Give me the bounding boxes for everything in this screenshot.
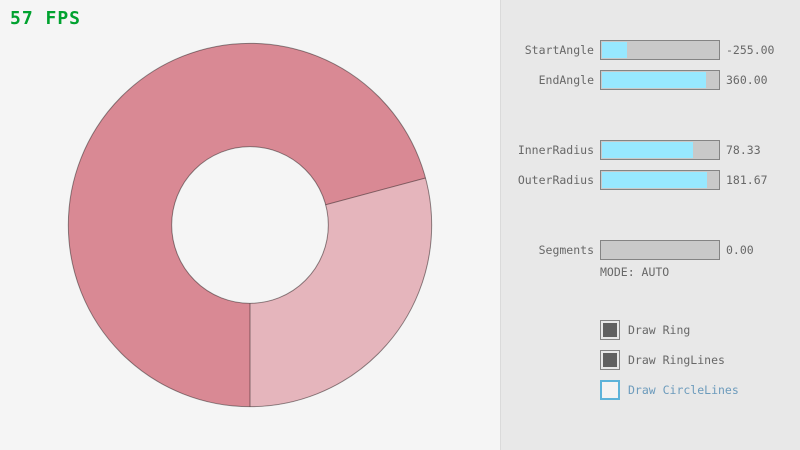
slider-row-outer-radius: OuterRadius 181.67: [501, 170, 800, 190]
checkbox-row-draw-circlelines: Draw CircleLines: [501, 380, 800, 400]
outer-radius-slider[interactable]: [600, 170, 720, 190]
segments-value: 0.00: [726, 243, 754, 257]
draw-ringlines-checkbox[interactable]: [600, 350, 620, 370]
inner-radius-slider-fill: [602, 142, 693, 158]
slider-row-inner-radius: InnerRadius 78.33: [501, 140, 800, 160]
start-angle-slider[interactable]: [600, 40, 720, 60]
slider-row-end-angle: EndAngle 360.00: [501, 70, 800, 90]
end-angle-slider-fill: [602, 72, 707, 88]
start-angle-label: StartAngle: [524, 43, 594, 57]
draw-ring-label: Draw Ring: [628, 323, 691, 337]
end-angle-value: 360.00: [726, 73, 768, 87]
outer-radius-slider-fill: [602, 172, 708, 188]
draw-circlelines-checkbox[interactable]: [600, 380, 620, 400]
slider-row-segments: Segments 0.00: [501, 240, 800, 260]
end-angle-label: EndAngle: [538, 73, 594, 87]
inner-radius-label: InnerRadius: [517, 143, 594, 157]
fps-counter: 57 FPS: [10, 8, 82, 29]
start-angle-value: -255.00: [726, 43, 775, 57]
outer-radius-label: OuterRadius: [517, 173, 594, 187]
end-angle-slider[interactable]: [600, 70, 720, 90]
checkbox-row-draw-ring: Draw Ring: [501, 320, 800, 340]
inner-radius-slider[interactable]: [600, 140, 720, 160]
ring-single-region: [250, 177, 432, 407]
start-angle-slider-fill: [602, 42, 628, 58]
segments-label: Segments: [538, 243, 594, 257]
ring-cap-line-upper-right: [325, 177, 426, 206]
control-panel: StartAngle -255.00 EndAngle 360.00 Inner…: [500, 0, 800, 450]
draw-circlelines-label: Draw CircleLines: [628, 383, 739, 397]
draw-ringlines-label: Draw RingLines: [628, 353, 725, 367]
ring-inner-outline: [171, 146, 329, 304]
segments-slider[interactable]: [600, 240, 720, 260]
segments-mode-text: MODE: AUTO: [600, 265, 670, 279]
ring-canvas: [67, 42, 433, 408]
outer-radius-value: 181.67: [726, 173, 768, 187]
slider-row-start-angle: StartAngle -255.00: [501, 40, 800, 60]
checkbox-row-draw-ringlines: Draw RingLines: [501, 350, 800, 370]
inner-radius-value: 78.33: [726, 143, 761, 157]
draw-ring-checkbox[interactable]: [600, 320, 620, 340]
ring-outer-outline: [67, 42, 433, 408]
